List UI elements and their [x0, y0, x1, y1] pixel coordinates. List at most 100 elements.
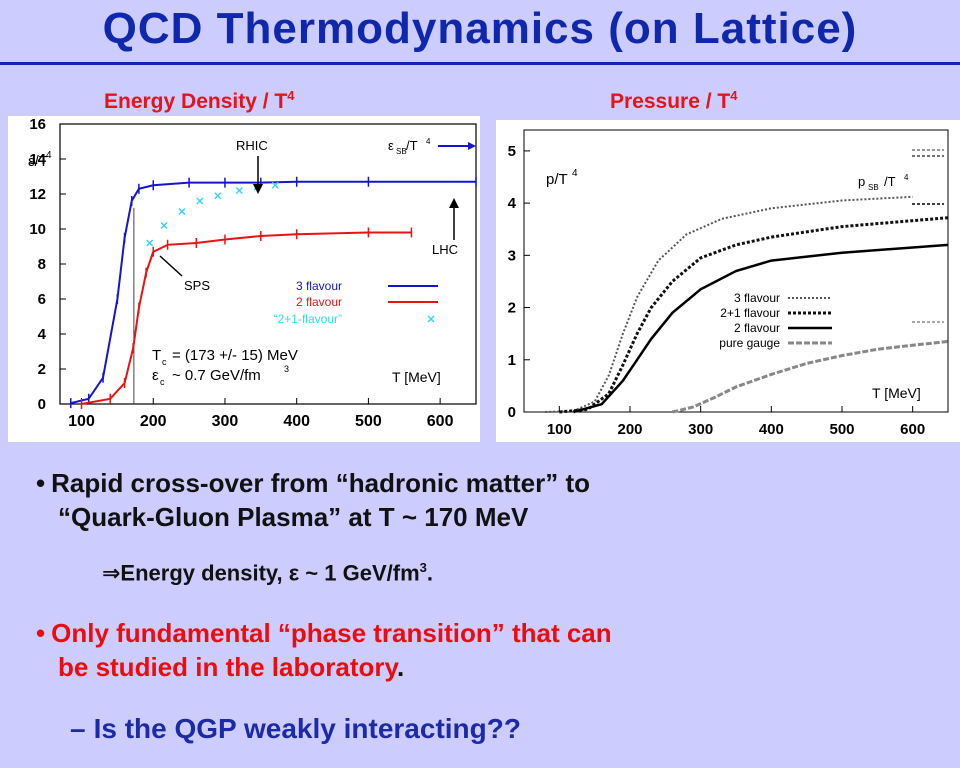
- y-tick-label: 5: [508, 143, 516, 160]
- pressure-heading: Pressure / T4: [610, 88, 737, 114]
- series-line: [81, 231, 412, 405]
- legend-marker: [427, 315, 435, 323]
- y-axis-label: p/T: [546, 171, 568, 188]
- y-tick-label: 0: [38, 396, 46, 413]
- question-dash: –: [70, 713, 86, 744]
- energy-density-heading-sup: 4: [287, 88, 295, 103]
- energy-density-point-sup: 3: [419, 560, 427, 575]
- bullet-crossover-line1: Rapid cross-over from “hadronic matter” …: [51, 468, 590, 498]
- cross-marker: [196, 197, 204, 205]
- y-tick-label: 16: [29, 116, 46, 133]
- bullet-crossover: • Rapid cross-over from “hadronic matter”…: [36, 466, 590, 534]
- pressure-heading-sup: 4: [730, 88, 738, 103]
- rhic-arrowhead: [253, 184, 263, 194]
- x-tick-label: 600: [427, 413, 454, 430]
- ec-sup: 3: [284, 364, 289, 374]
- series-line: [559, 216, 949, 414]
- bullet-phase-line1: Only fundamental “phase transition” that…: [51, 618, 612, 648]
- y-tick-label: 4: [38, 326, 47, 343]
- legend-label: 2+1 flavour: [720, 306, 780, 320]
- legend-label: 2 flavour: [734, 321, 780, 335]
- y-tick-label: 0: [508, 404, 516, 421]
- ec-value: ~ 0.7 GeV/fm: [172, 367, 261, 384]
- sps-label: SPS: [184, 278, 210, 293]
- slide-title: QCD Thermodynamics (on Lattice): [102, 4, 858, 53]
- y-tick-label: 1: [508, 352, 516, 369]
- esb-label: ε: [388, 138, 394, 153]
- energy-density-point-text: ⇒Energy density, ε ~ 1 GeV/fm: [102, 560, 420, 586]
- tc-symbol: T: [152, 347, 161, 364]
- bullet-phase-line2: be studied in the laboratory: [58, 652, 398, 682]
- legend-label: pure gauge: [719, 336, 780, 350]
- energy-density-heading-text: Energy Density / T: [104, 90, 288, 113]
- series-line: [545, 195, 913, 413]
- question-text: Is the QGP weakly interacting??: [93, 713, 521, 744]
- esb-sup: 4: [426, 137, 431, 146]
- legend-label: 2 flavour: [296, 295, 342, 309]
- x-axis-label: T [MeV]: [392, 369, 441, 385]
- y-tick-label: 2: [38, 361, 46, 378]
- x-tick-label: 600: [900, 421, 925, 438]
- esb-div: /T: [406, 138, 418, 153]
- y-tick-label: 12: [29, 186, 46, 203]
- psb-label: p: [858, 174, 865, 189]
- series-line: [672, 340, 949, 414]
- bullet-phase-tail: .: [397, 652, 405, 682]
- plot-frame: [523, 129, 949, 413]
- bullet-marker-red: •: [36, 618, 46, 648]
- x-tick-label: 100: [547, 421, 572, 438]
- y-tick-label: 10: [29, 221, 46, 238]
- cross-marker: [146, 239, 154, 247]
- x-tick-label: 200: [617, 421, 642, 438]
- cross-marker: [160, 221, 168, 230]
- cross-marker: [271, 181, 279, 189]
- y-axis-label-sup: 4: [46, 150, 52, 161]
- x-tick-label: 500: [829, 421, 854, 438]
- x-tick-label: 300: [688, 421, 713, 438]
- ec-sub: c: [160, 377, 165, 387]
- bullet-phase-transition: • Only fundamental “phase transition” tha…: [36, 616, 612, 684]
- qgp-question: – Is the QGP weakly interacting??: [70, 712, 521, 746]
- y-axis-label-sup: 4: [572, 168, 578, 179]
- pressure-plot: 100 200 300 400 500 600 0 1 2 3 4 5 3 flavour 2+1 fla…: [496, 120, 960, 442]
- ec-symbol: ε: [152, 367, 159, 384]
- y-tick-label: 6: [38, 291, 46, 308]
- tc-sub: c: [162, 357, 167, 367]
- bullet-crossover-line2: “Quark-Gluon Plasma” at T ~ 170 MeV: [58, 502, 529, 532]
- x-axis-label: T [MeV]: [872, 385, 921, 401]
- legend-label: 3 flavour: [296, 279, 342, 293]
- energy-density-point-tail: .: [426, 560, 433, 586]
- esb-arrowhead: [468, 142, 476, 150]
- cross-marker: [178, 207, 186, 216]
- energy-density-plot: 100 200 300 400 500 600 0 2 4 6 8 10 12 14 16 ε/T 4 T [Me…: [8, 116, 480, 442]
- y-tick-label: 2: [508, 300, 516, 317]
- title-underline: [0, 62, 960, 65]
- bullet-marker: •: [36, 468, 46, 498]
- x-tick-label: 200: [140, 413, 167, 430]
- cross-marker: [235, 186, 243, 195]
- x-tick-label: 400: [759, 421, 784, 438]
- y-tick-label: 8: [38, 256, 46, 273]
- legend-label: 3 flavour: [734, 291, 780, 305]
- x-tick-label: 400: [283, 413, 310, 430]
- lhc-arrowhead: [449, 198, 459, 208]
- lhc-label: LHC: [432, 242, 458, 257]
- series-line: [70, 180, 476, 405]
- x-tick-label: 100: [68, 413, 95, 430]
- y-tick-label: 3: [508, 247, 516, 264]
- legend-label: “2+1-flavour”: [274, 312, 342, 326]
- psb-sub: SB: [868, 183, 879, 192]
- psb-div: /T: [884, 174, 896, 189]
- x-tick-label: 300: [212, 413, 239, 430]
- x-tick-label: 500: [355, 413, 382, 430]
- energy-density-point: ⇒Energy density, ε ~ 1 GeV/fm3.: [102, 560, 433, 586]
- sps-arrow: [159, 255, 183, 277]
- y-axis-label: ε/T: [28, 153, 48, 170]
- energy-density-heading: Energy Density / T4: [104, 88, 294, 114]
- esb-sub: SB: [396, 147, 407, 156]
- rhic-label: RHIC: [236, 138, 268, 153]
- pressure-heading-text: Pressure / T: [610, 90, 731, 113]
- y-tick-label: 14: [29, 151, 46, 168]
